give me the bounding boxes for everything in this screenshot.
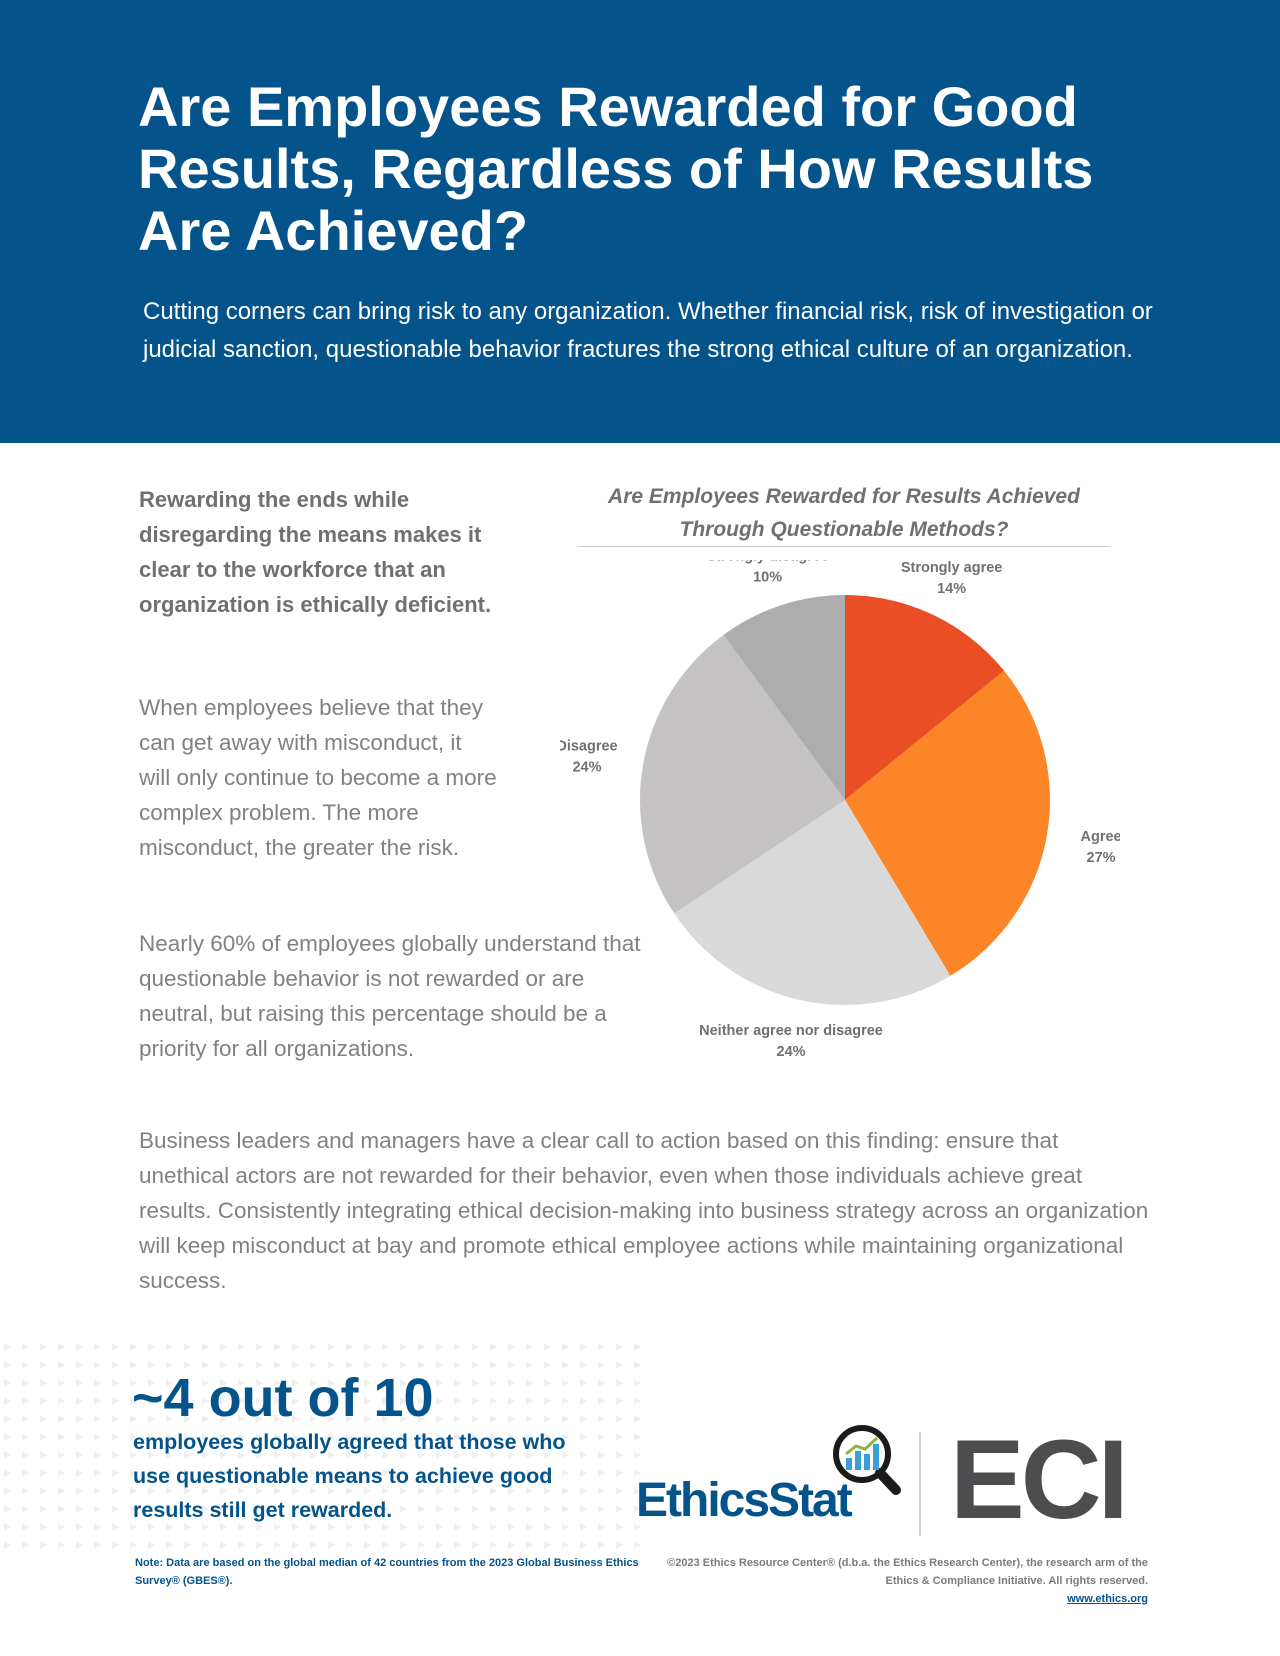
slice-value-label: 10% <box>753 569 782 585</box>
dot-pattern-background <box>0 1338 640 1553</box>
chart-title: Are Employees Rewarded for Results Achie… <box>608 485 1080 541</box>
intro-text: Cutting corners can bring risk to any or… <box>143 298 1153 363</box>
body-paragraph-3: Business leaders and managers have a cle… <box>139 1128 1149 1293</box>
magnifier-chart-icon <box>833 1425 901 1495</box>
copyright-block: ©2023 Ethics Resource Center® (d.b.a. th… <box>640 1554 1148 1608</box>
website-link[interactable]: www.ethics.org <box>1067 1593 1148 1605</box>
copyright-text: ©2023 Ethics Resource Center® (d.b.a. th… <box>667 1557 1148 1587</box>
pie-slice-agree <box>845 670 1050 976</box>
body-paragraph-1: When employees believe that they can get… <box>139 695 497 860</box>
logo-divider <box>919 1432 921 1536</box>
stat-description: employees globally agreed that those who… <box>133 1430 566 1522</box>
eci-wordmark: ECI <box>950 1430 1125 1520</box>
body-paragraph-2: Nearly 60% of employees globally underst… <box>139 931 641 1061</box>
lead-text: Rewarding the ends while disregarding th… <box>139 487 492 617</box>
pie-slice-strongly-agree <box>845 595 1005 800</box>
chart-title-divider <box>578 546 1110 547</box>
slice-value-label: 24% <box>572 760 601 776</box>
ethicsstat-logo: EthicsStat <box>636 1425 901 1527</box>
stat-headline: ~4 out of 10 <box>132 1368 434 1428</box>
slice-value-label: 24% <box>777 1044 806 1060</box>
slice-label: Strongly agree <box>901 560 1003 576</box>
eci-logo: ECI <box>950 1430 1129 1520</box>
slice-label: Neither agree nor disagree <box>699 1023 883 1039</box>
slice-label: Disagree <box>560 739 618 755</box>
page-title: Are Employees Rewarded for Good Results,… <box>138 75 1094 262</box>
footnote: Note: Data are based on the global media… <box>135 1557 639 1587</box>
pie-chart: Strongly agree 14% Agree 27% Neither agree n… <box>560 560 1120 1060</box>
pie-slice-neither-agree-nor-disagree <box>674 800 951 1005</box>
header-banner: Are Employees Rewarded for Good Results,… <box>0 0 1280 443</box>
pie-slice-strongly-disagree <box>723 595 845 800</box>
slice-value-label: 14% <box>937 581 966 597</box>
slice-value-label: 27% <box>1087 850 1116 866</box>
slice-label: Agree <box>1080 829 1120 845</box>
pie-slice-disagree <box>640 634 845 914</box>
slice-label: Strongly disagree <box>706 560 828 564</box>
ethicsstat-wordmark: EthicsStat <box>636 1474 853 1527</box>
